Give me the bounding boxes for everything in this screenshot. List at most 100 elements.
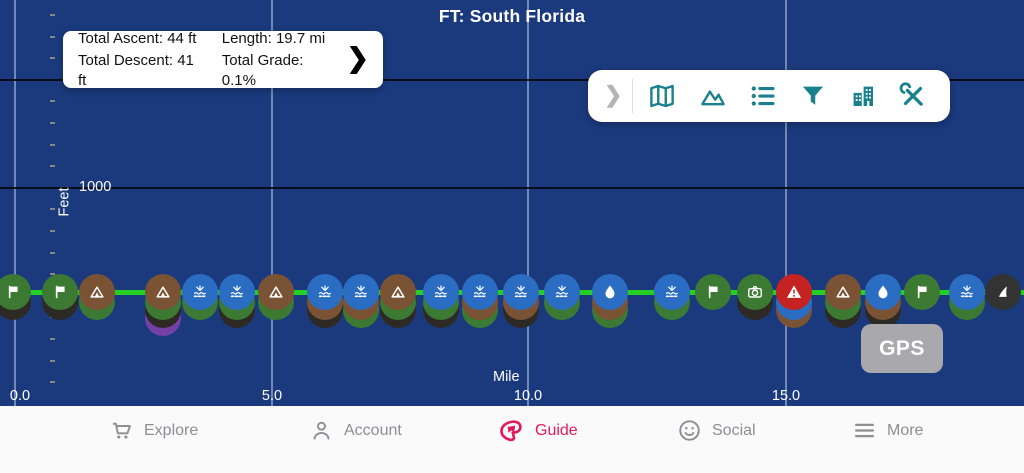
hamburger-icon xyxy=(851,417,878,444)
gps-button[interactable]: GPS xyxy=(861,324,943,373)
tent-icon[interactable] xyxy=(825,274,861,310)
warning-icon[interactable] xyxy=(776,274,812,310)
tent-icon[interactable] xyxy=(79,274,115,310)
bottom-nav-bar: Explore Account Guide Social More xyxy=(0,406,1024,473)
y-minor-tick xyxy=(50,165,55,168)
cart-icon xyxy=(108,417,135,444)
y-minor-tick xyxy=(50,251,55,254)
chevron-right-icon[interactable]: ❯ xyxy=(346,43,369,73)
waypoint-water[interactable] xyxy=(949,274,985,320)
waypoint-water[interactable] xyxy=(219,274,255,328)
nav-item-social[interactable]: Social xyxy=(676,406,756,455)
y-minor-tick xyxy=(50,35,55,38)
water-icon[interactable] xyxy=(219,274,255,310)
y-minor-tick xyxy=(50,208,55,211)
elevation-gridline xyxy=(0,79,1024,81)
water-icon[interactable] xyxy=(544,274,580,310)
list-icon[interactable] xyxy=(746,79,780,113)
elevation-chart[interactable]: Feet 1000 0 Mile 0.05.010.015.0 xyxy=(0,0,1024,406)
flag-icon[interactable] xyxy=(695,274,731,310)
flag-icon[interactable] xyxy=(904,274,940,310)
collapse-chevron-icon[interactable]: ❯ xyxy=(604,82,623,107)
flag-icon[interactable] xyxy=(42,274,78,310)
length: Length: 19.7 mi xyxy=(221,29,326,47)
waypoint-water[interactable] xyxy=(423,274,459,328)
y-minor-tick xyxy=(50,100,55,103)
flag-icon[interactable] xyxy=(0,274,31,310)
water-icon[interactable] xyxy=(307,274,343,310)
y-minor-tick xyxy=(50,381,55,384)
map-icon[interactable] xyxy=(645,79,679,113)
trail-stats-box[interactable]: Total Ascent: 44 ft Length: 19.7 mi Tota… xyxy=(63,29,383,91)
water-icon[interactable] xyxy=(503,274,539,310)
x-tick-label: 5.0 xyxy=(261,388,283,404)
tent-icon[interactable] xyxy=(380,274,416,310)
nav-item-label: Guide xyxy=(535,421,578,439)
y-minor-tick xyxy=(50,359,55,362)
page-title: FT: South Florida xyxy=(438,6,586,26)
waypoint-tent[interactable] xyxy=(145,274,181,336)
waypoint-tent[interactable] xyxy=(380,274,416,328)
total-ascent: Total Ascent: 44 ft xyxy=(78,29,197,47)
nav-item-more[interactable]: More xyxy=(851,406,923,455)
water-icon[interactable] xyxy=(423,274,459,310)
y-minor-tick xyxy=(50,14,55,16)
nav-item-explore[interactable]: Explore xyxy=(108,406,198,455)
waypoint-water[interactable] xyxy=(307,274,343,328)
tent-icon[interactable] xyxy=(145,274,181,310)
tent-icon[interactable] xyxy=(258,274,294,310)
nav-item-label: More xyxy=(887,421,924,439)
y-minor-tick xyxy=(50,273,55,276)
water-icon[interactable] xyxy=(949,274,985,310)
y-minor-tick xyxy=(50,338,55,340)
waypoint-water[interactable] xyxy=(462,274,498,328)
waypoint-water[interactable] xyxy=(544,274,580,320)
waypoint-tent[interactable] xyxy=(825,274,861,328)
total-grade: Total Grade: 0.1% xyxy=(221,51,304,89)
waypoint-droplet[interactable] xyxy=(865,274,901,328)
y-tick-1000: 1000 xyxy=(79,179,112,195)
tools-icon[interactable] xyxy=(896,79,930,113)
waypoint-sail[interactable] xyxy=(985,274,1021,310)
waypoint-flag[interactable] xyxy=(42,274,78,320)
waypoint-tent[interactable] xyxy=(258,274,294,320)
water-icon[interactable] xyxy=(654,274,690,310)
buildings-icon[interactable] xyxy=(846,79,880,113)
toolbar-divider xyxy=(632,79,634,113)
water-icon[interactable] xyxy=(182,274,218,310)
waypoint-flag[interactable] xyxy=(0,274,31,320)
mile-gridline xyxy=(271,0,273,406)
mile-gridline xyxy=(785,0,787,406)
y-axis-label: Feet xyxy=(56,187,73,217)
nav-item-account[interactable]: Account xyxy=(308,406,402,455)
mountains-icon[interactable] xyxy=(696,79,730,113)
waypoint-tent[interactable] xyxy=(79,274,115,320)
water-icon[interactable] xyxy=(462,274,498,310)
droplet-icon[interactable] xyxy=(592,274,628,310)
nav-item-guide[interactable]: Guide xyxy=(496,406,578,455)
waypoint-water[interactable] xyxy=(182,274,218,320)
waypoint-camera[interactable] xyxy=(737,274,773,320)
mile-gridline xyxy=(527,0,529,406)
waypoint-water[interactable] xyxy=(503,274,539,328)
total-descent: Total Descent: 41 ft xyxy=(78,51,194,89)
waypoint-flag[interactable] xyxy=(904,274,940,310)
filter-icon[interactable] xyxy=(796,79,830,113)
mile-gridline xyxy=(14,0,16,406)
water-icon[interactable] xyxy=(343,274,379,310)
trail-stats: Total Ascent: 44 ft Length: 19.7 mi Tota… xyxy=(78,29,340,91)
y-minor-tick xyxy=(50,122,55,124)
map-toolbar: ❯ xyxy=(588,70,950,122)
droplet-icon[interactable] xyxy=(865,274,901,310)
sail-icon[interactable] xyxy=(985,274,1021,310)
x-tick-label: 10.0 xyxy=(513,388,543,404)
waypoint-water[interactable] xyxy=(654,274,690,320)
camera-icon[interactable] xyxy=(737,274,773,310)
waypoint-droplet[interactable] xyxy=(592,274,628,328)
x-tick-label: 0.0 xyxy=(9,388,31,404)
nav-item-label: Explore xyxy=(144,421,199,439)
waypoint-water[interactable] xyxy=(343,274,379,328)
waypoint-warning[interactable] xyxy=(776,274,812,328)
waypoint-flag[interactable] xyxy=(695,274,731,310)
